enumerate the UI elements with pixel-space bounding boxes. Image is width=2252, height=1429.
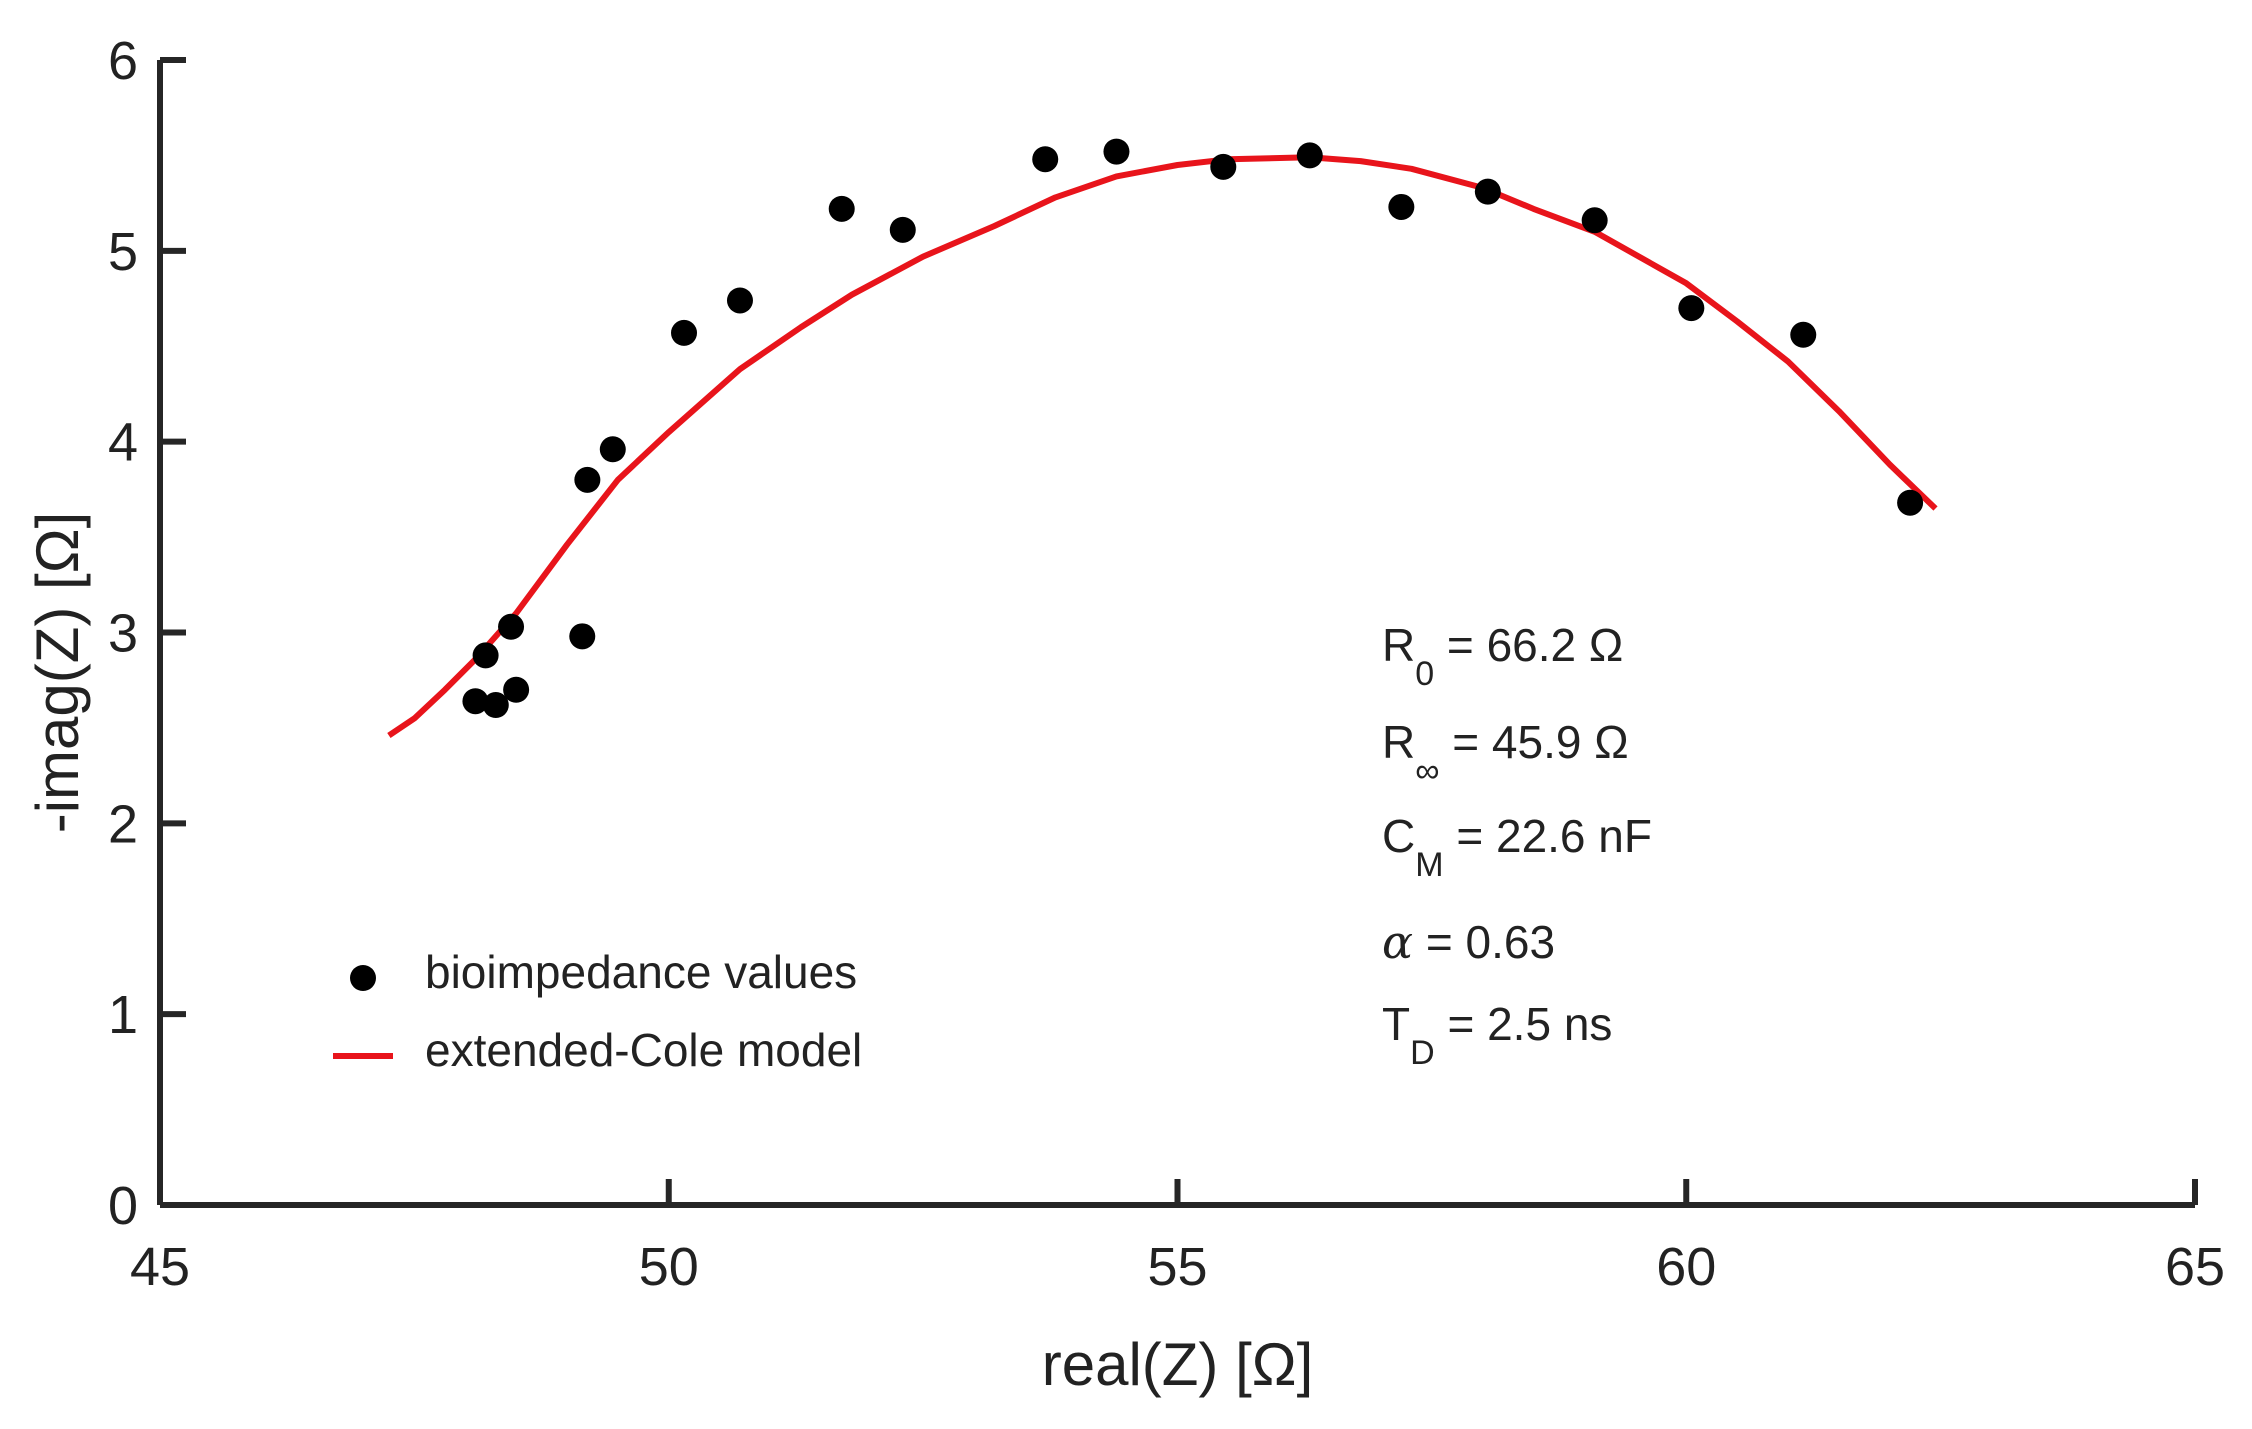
- parameter-value: = 45.9 Ω: [1439, 716, 1628, 768]
- bioimpedance-data-point: [462, 688, 489, 715]
- y-tick-label: 6: [108, 31, 138, 91]
- bioimpedance-data-point: [1388, 193, 1415, 220]
- legend: bioimpedance values extended-Cole model: [333, 946, 862, 1076]
- parameter-subscript: M: [1415, 846, 1443, 884]
- y-tick-label: 0: [108, 1176, 138, 1236]
- bioimpedance-data-point: [828, 195, 855, 222]
- parameter-text: R0 = 66.2 Ω: [1382, 619, 1623, 693]
- data-points-layer: [462, 138, 1924, 719]
- parameter-text: TD = 2.5 ns: [1382, 998, 1612, 1072]
- parameter-annotations: R0 = 66.2 ΩR∞ = 45.9 ΩCM = 22.6 nFα = 0.…: [1382, 619, 1652, 1072]
- bioimpedance-data-point: [1581, 207, 1608, 234]
- bioimpedance-data-point: [472, 642, 499, 669]
- bioimpedance-data-point: [1210, 153, 1237, 180]
- parameter-symbol: T: [1382, 998, 1410, 1050]
- parameter-symbol: α: [1382, 915, 1413, 969]
- parameter-text: CM = 22.6 nF: [1382, 810, 1652, 884]
- parameter-annotation: R∞ = 45.9 Ω: [1382, 716, 1629, 790]
- y-tick-label: 1: [108, 985, 138, 1045]
- legend-label-bioimpedance: bioimpedance values: [425, 946, 857, 998]
- parameter-annotation: TD = 2.5 ns: [1382, 998, 1612, 1072]
- x-tick-label: 45: [130, 1237, 190, 1297]
- y-axis-title: -imag(Z) [Ω]: [24, 512, 91, 834]
- x-tick-label: 60: [1656, 1237, 1716, 1297]
- parameter-annotation: α = 0.63: [1382, 915, 1555, 969]
- y-tick-label: 2: [108, 794, 138, 854]
- parameter-value: = 0.63: [1413, 916, 1555, 968]
- parameter-symbol: R: [1382, 619, 1415, 671]
- parameter-text: R∞ = 45.9 Ω: [1382, 716, 1629, 790]
- legend-marker-bioimpedance: [350, 965, 376, 991]
- parameter-value: = 66.2 Ω: [1434, 619, 1623, 671]
- parameter-symbol: R: [1382, 716, 1415, 768]
- x-axis-title: real(Z) [Ω]: [1042, 1331, 1314, 1398]
- extended-cole-model-line: [387, 154, 1938, 738]
- x-tick-label: 65: [2165, 1237, 2225, 1297]
- parameter-subscript: ∞: [1415, 752, 1439, 790]
- x-tick-label: 50: [639, 1237, 699, 1297]
- bioimpedance-data-point: [671, 319, 698, 346]
- bioimpedance-data-point: [574, 466, 601, 493]
- parameter-text: α = 0.63: [1382, 915, 1555, 969]
- bioimpedance-data-point: [599, 436, 626, 463]
- bioimpedance-data-point: [1678, 295, 1705, 322]
- legend-label-model: extended-Cole model: [425, 1024, 862, 1076]
- y-tick-label: 3: [108, 604, 138, 664]
- bioimpedance-data-point: [498, 613, 525, 640]
- parameter-value: = 2.5 ns: [1435, 998, 1613, 1050]
- bioimpedance-data-point: [569, 623, 596, 650]
- model-line-layer: [387, 154, 1938, 738]
- bioimpedance-data-point: [1474, 178, 1501, 205]
- parameter-subscript: 0: [1415, 655, 1434, 693]
- bioimpedance-data-point: [1032, 146, 1059, 173]
- parameter-value: = 22.6 nF: [1444, 810, 1652, 862]
- bioimpedance-data-point: [503, 676, 530, 703]
- bioimpedance-data-point: [726, 287, 753, 314]
- y-tick-label: 4: [108, 413, 138, 473]
- bioimpedance-data-point: [1296, 142, 1323, 169]
- bioimpedance-data-point: [1103, 138, 1130, 165]
- bioimpedance-data-point: [482, 692, 509, 719]
- y-tick-label: 5: [108, 222, 138, 282]
- bioimpedance-data-point: [1897, 489, 1924, 516]
- bioimpedance-data-point: [889, 216, 916, 243]
- parameter-subscript: D: [1410, 1034, 1435, 1072]
- parameter-symbol: C: [1382, 810, 1415, 862]
- x-tick-label: 55: [1147, 1237, 1207, 1297]
- bioimpedance-data-point: [1790, 321, 1817, 348]
- parameter-annotation: CM = 22.6 nF: [1382, 810, 1652, 884]
- parameter-annotation: R0 = 66.2 Ω: [1382, 619, 1623, 693]
